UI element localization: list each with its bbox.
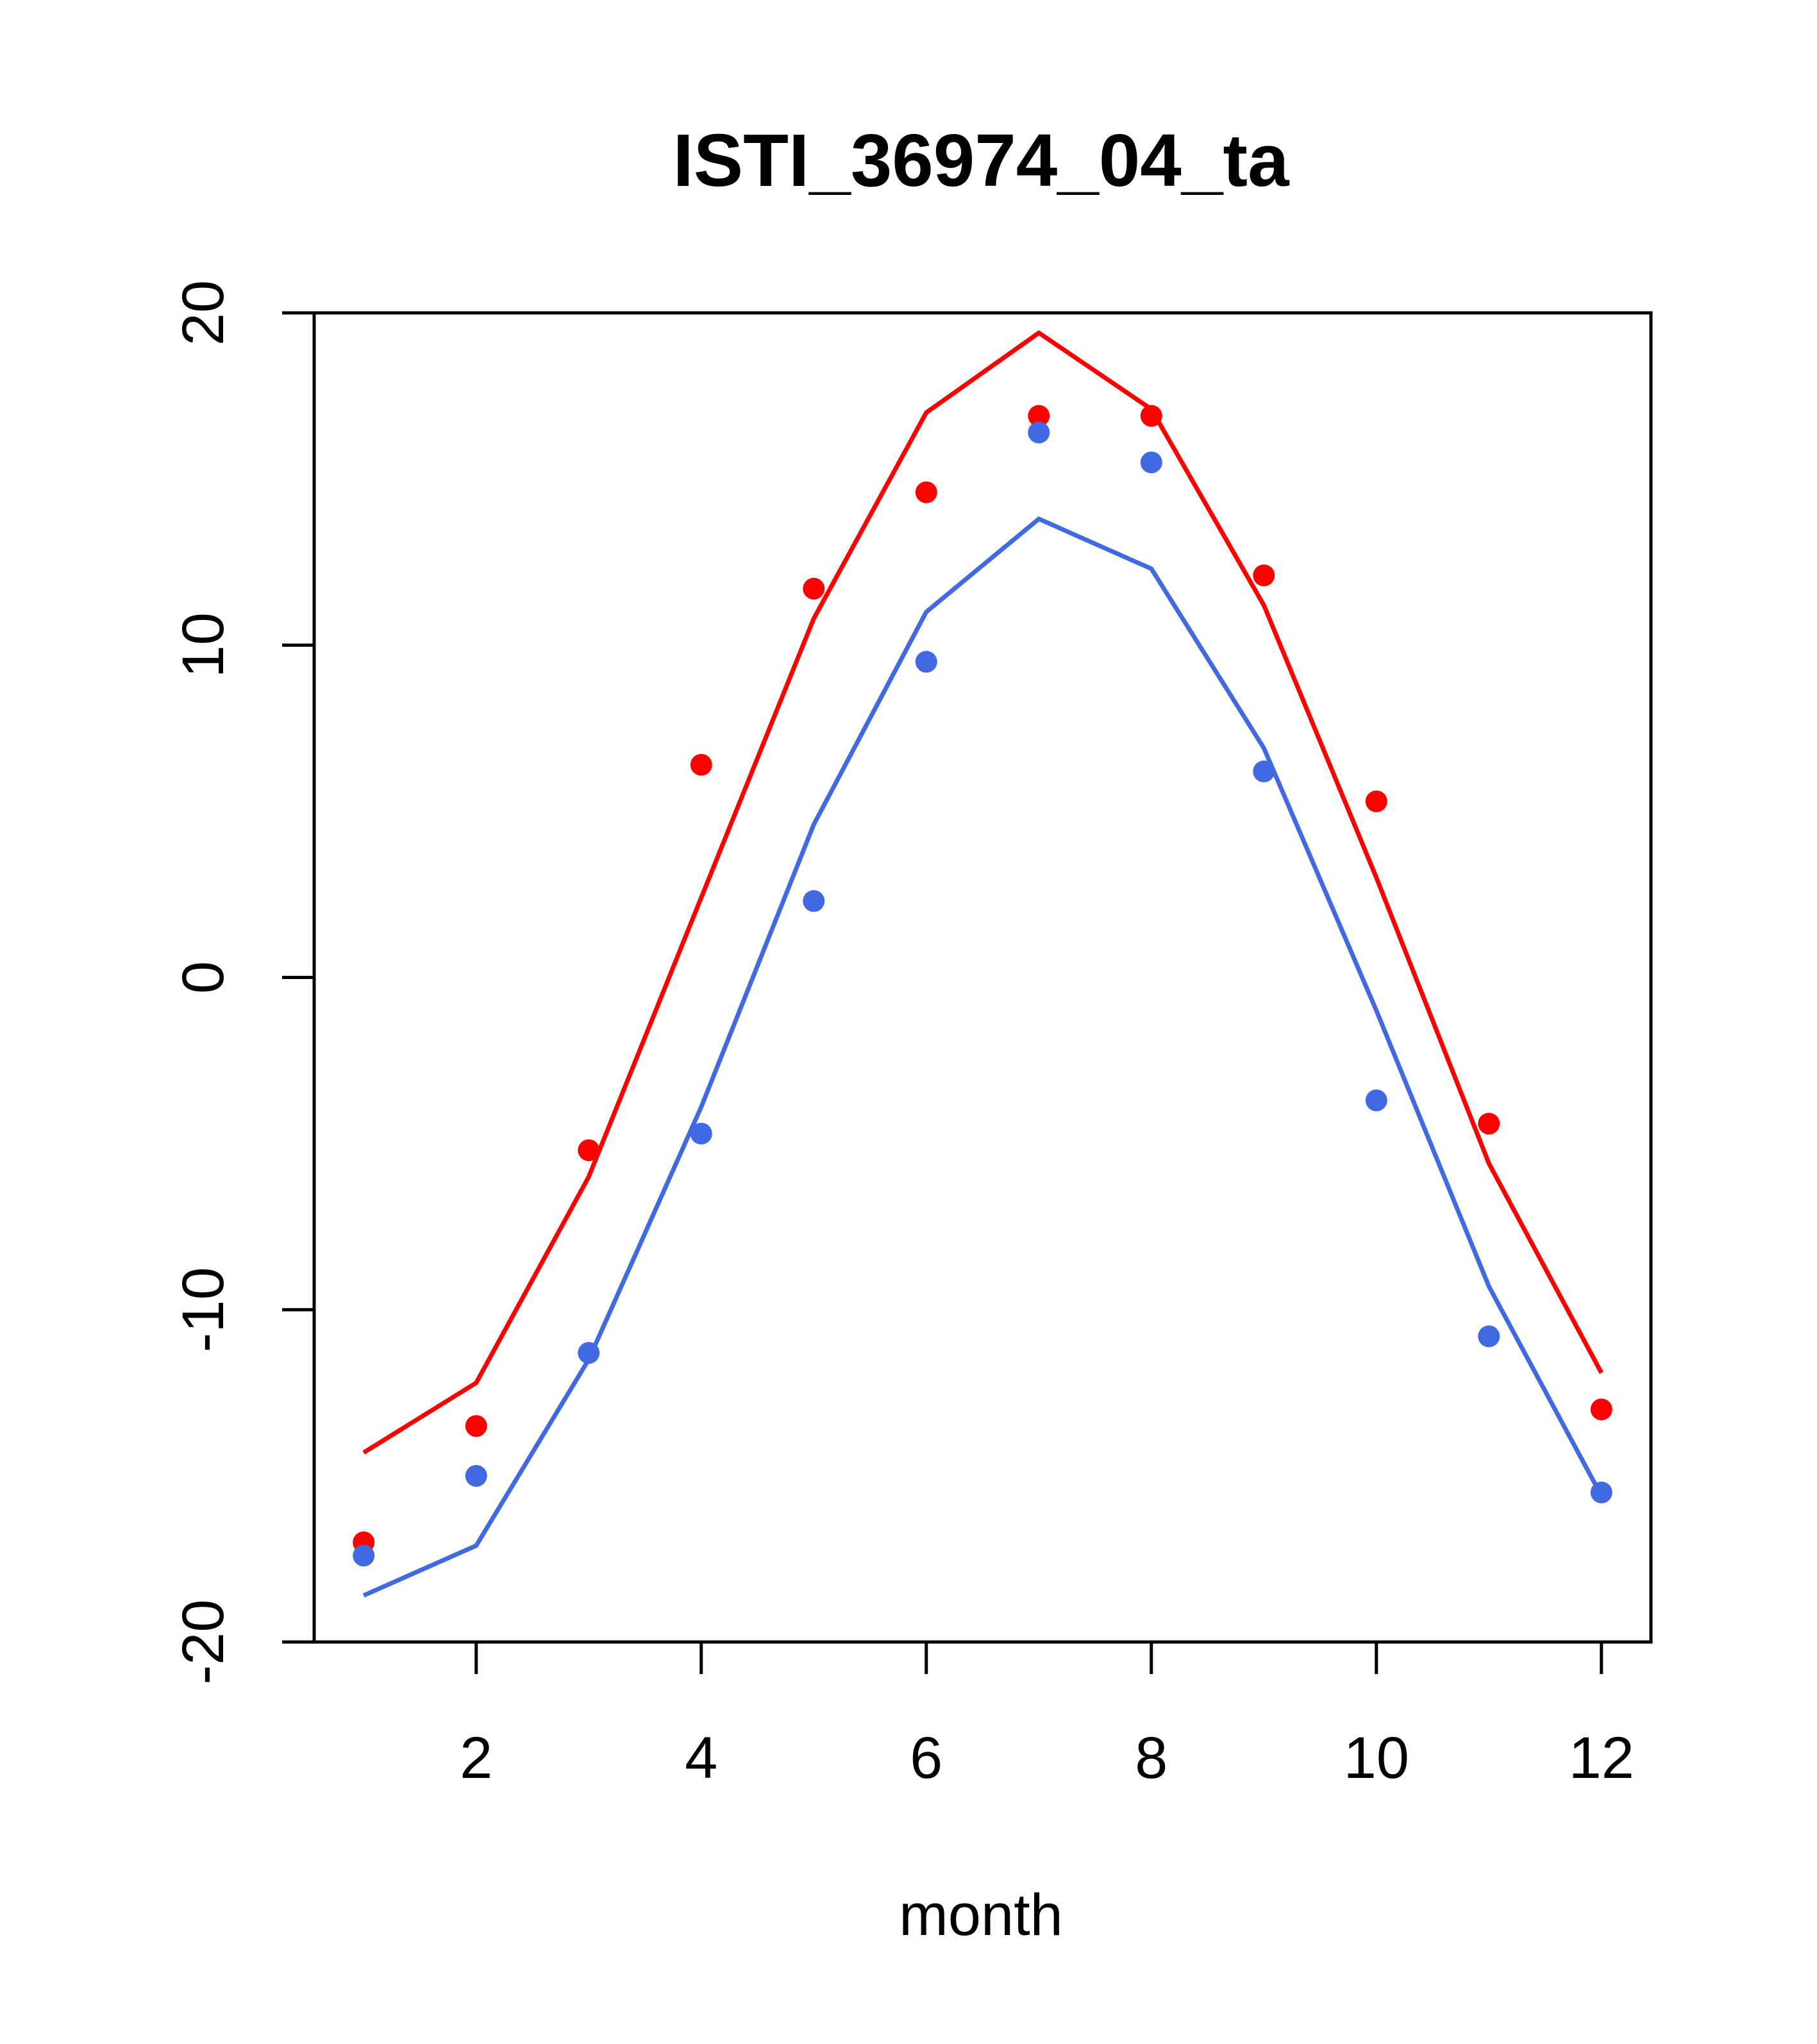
data-point xyxy=(915,651,937,673)
data-point xyxy=(1478,1325,1500,1348)
x-tick-label: 4 xyxy=(685,1725,717,1791)
x-axis-label: month xyxy=(899,1882,1063,1948)
data-point xyxy=(915,481,937,503)
data-point xyxy=(578,1139,600,1161)
data-point xyxy=(1478,1112,1500,1135)
data-point xyxy=(353,1545,375,1567)
x-tick-label: 10 xyxy=(1344,1725,1409,1791)
data-point xyxy=(803,578,825,600)
y-tick-label: -10 xyxy=(171,1267,236,1352)
data-point xyxy=(465,1464,487,1487)
data-point xyxy=(578,1342,600,1364)
y-axis: -20 -10 0 10 20 xyxy=(171,280,316,1685)
data-point xyxy=(465,1415,487,1437)
y-tick-label: -20 xyxy=(171,1600,236,1685)
x-tick-label: 12 xyxy=(1569,1725,1634,1791)
data-point xyxy=(1253,564,1275,587)
data-point xyxy=(1140,451,1162,474)
plot-frame xyxy=(312,311,1653,1644)
data-point xyxy=(1590,1481,1612,1504)
chart-title: ISTI_36974_04_ta xyxy=(673,119,1290,202)
data-point xyxy=(1365,1089,1387,1112)
data-point xyxy=(1590,1398,1612,1421)
data-point xyxy=(690,1123,712,1145)
data-point xyxy=(1028,421,1050,444)
x-tick-label: 6 xyxy=(910,1725,942,1791)
y-tick-label: 20 xyxy=(171,280,236,346)
data-point xyxy=(1365,790,1387,812)
series-line-1 xyxy=(362,330,1603,1455)
data-point xyxy=(1140,405,1162,427)
data-point xyxy=(690,753,712,776)
x-tick-label: 2 xyxy=(460,1725,492,1791)
x-axis: 2 4 6 8 10 12 xyxy=(460,1640,1634,1791)
series-line-2 xyxy=(362,516,1603,1598)
x-tick-label: 8 xyxy=(1135,1725,1168,1791)
data-point xyxy=(1028,405,1050,427)
data-point xyxy=(803,890,825,912)
y-tick-label: 10 xyxy=(171,612,236,678)
y-tick-label: 0 xyxy=(171,961,236,994)
data-point xyxy=(1253,760,1275,783)
series-layer xyxy=(353,330,1612,1598)
